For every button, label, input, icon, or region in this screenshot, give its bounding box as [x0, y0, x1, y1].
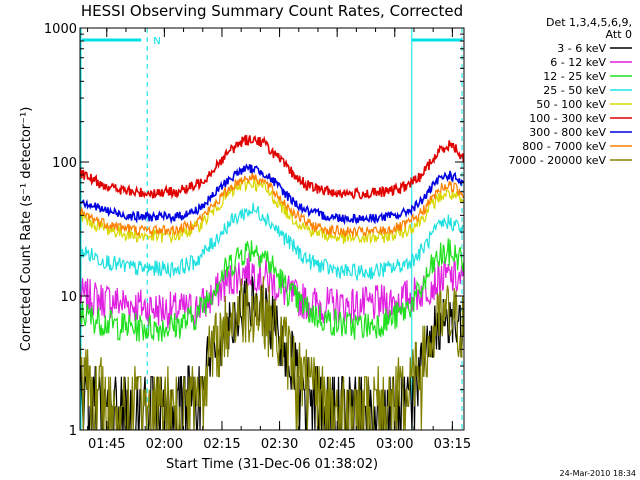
- generated-timestamp: 24-Mar-2010 18:34: [560, 469, 637, 478]
- saa-label: N: [153, 36, 160, 47]
- plot-frame: [79, 27, 465, 431]
- x-axis-label: Start Time (31-Dec-06 01:38:02): [166, 457, 378, 472]
- x-tick-label: 03:15: [434, 437, 471, 452]
- series-layer: [80, 134, 464, 430]
- legend-header: Det 1,3,4,5,6,9,: [546, 16, 632, 29]
- y-tick-label: 1000: [44, 22, 77, 37]
- legend-label: 6 - 12 keV: [550, 56, 606, 69]
- series-line: [80, 176, 464, 245]
- x-tick-label: 01:45: [88, 437, 125, 452]
- legend-label: 7000 - 20000 keV: [508, 154, 606, 167]
- series-line: [80, 238, 464, 342]
- x-tick-label: 02:15: [203, 437, 240, 452]
- y-tick-label: 10: [60, 290, 77, 305]
- chart-title: HESSI Observing Summary Count Rates, Cor…: [81, 2, 463, 20]
- legend-label: 12 - 25 keV: [543, 70, 606, 83]
- x-tick-label: 02:30: [261, 437, 298, 452]
- x-tick-label: 02:45: [318, 437, 355, 452]
- y-tick-label: 100: [52, 156, 77, 171]
- y-tick-label: 1: [69, 424, 77, 439]
- legend-label: 50 - 100 keV: [536, 98, 606, 111]
- legend-label: 3 - 6 keV: [557, 42, 606, 55]
- series-line: [80, 163, 464, 226]
- legend-label: 300 - 800 keV: [529, 126, 606, 139]
- series-line: [80, 171, 464, 238]
- x-tick-label: 02:00: [146, 437, 183, 452]
- legend-label: 100 - 300 keV: [529, 112, 606, 125]
- x-tick-label: 03:00: [376, 437, 413, 452]
- legend-header: Att 0: [606, 28, 632, 41]
- y-axis-label: Corrected Count Rate (s⁻¹ detector⁻¹): [19, 107, 34, 352]
- x-axis: 01:45 02:00 02:15 02:30 02:45 03:00 03:15: [87, 28, 471, 452]
- y-axis: 1 10 100 1000: [44, 22, 464, 439]
- series-line: [80, 276, 464, 430]
- legend-label: 800 - 7000 keV: [522, 140, 606, 153]
- series-line: [80, 134, 464, 200]
- legend-label: 25 - 50 keV: [543, 84, 606, 97]
- series-line: [80, 202, 464, 281]
